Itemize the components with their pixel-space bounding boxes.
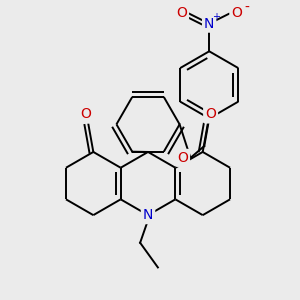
Text: O: O (176, 6, 187, 20)
Text: O: O (80, 107, 91, 122)
Text: N: N (204, 17, 214, 31)
Text: O: O (177, 151, 188, 165)
Text: O: O (205, 107, 216, 122)
Text: -: - (244, 1, 249, 15)
Text: N: N (143, 208, 153, 222)
Text: O: O (231, 6, 242, 20)
Text: +: + (212, 12, 220, 22)
